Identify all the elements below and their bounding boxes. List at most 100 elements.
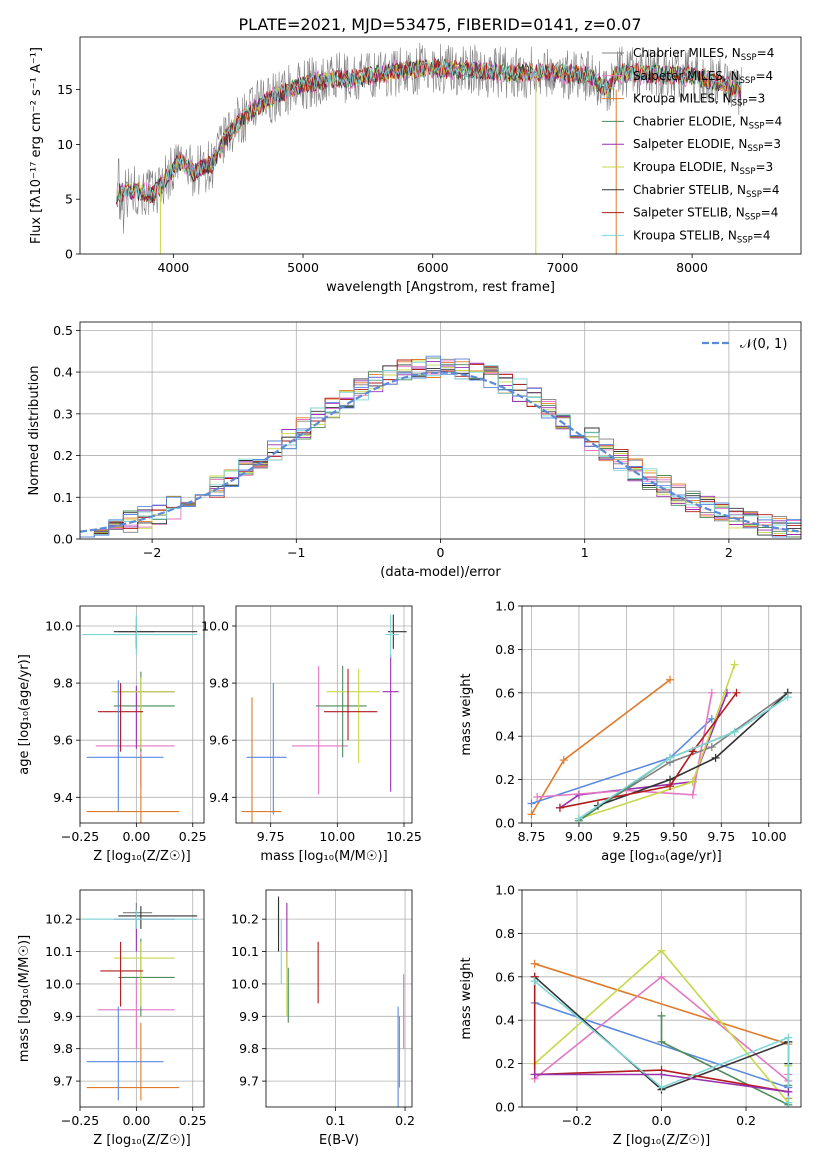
x-tick-label: 0.0	[652, 1113, 672, 1128]
y-tick-label: 0.2	[495, 1056, 515, 1071]
x-tick-label: 6000	[417, 260, 449, 275]
y-tick-label: 0.6	[495, 969, 515, 984]
y-tick-label: 0.0	[53, 532, 73, 547]
data-point-marker	[688, 790, 697, 799]
data-point-marker	[732, 688, 741, 697]
x-tick-label: 4000	[157, 260, 189, 275]
x-axis-label: age [log₁₀(age/yr)]	[601, 849, 722, 864]
plot-area-age-vs-mass	[241, 614, 407, 823]
y-tick-label: 9.9	[239, 1009, 259, 1024]
x-tick-label: 9.75	[707, 829, 735, 844]
x-tick-label: 5000	[287, 260, 319, 275]
x-tick-label: 8000	[676, 260, 708, 275]
legend-entry: Kroupa STELIB, NSSP=4	[633, 228, 771, 245]
data-point-marker	[666, 675, 675, 684]
series-line-salpeter-stelib	[533, 976, 789, 1093]
data-point-marker	[527, 799, 536, 808]
x-tick-label: 0.25	[179, 829, 207, 844]
data-point-marker	[657, 972, 666, 981]
y-tick-label: 0.1	[53, 490, 73, 505]
y-tick-label: 10.1	[231, 944, 259, 959]
legend-entry: Salpeter MILES, NSSP=4	[633, 69, 773, 86]
y-tick-label: 1.0	[495, 883, 515, 898]
data-point-marker	[707, 743, 716, 752]
y-tick-label: 0.8	[495, 926, 515, 941]
y-axis-label: mass weight	[459, 957, 474, 1039]
chart-mass-vs-EBV: 0.1 0.2 9.7 9.8 9.9 10.0 10.1 10.2 E(B-V)	[231, 889, 415, 1148]
x-tick-label: 8.75	[518, 829, 546, 844]
data-point-marker	[666, 782, 675, 791]
figure-title: PLATE=2021, MJD=53475, FIBERID=0141, z=0…	[238, 15, 641, 34]
data-point-marker	[666, 753, 675, 762]
series-line-salpeter-miles	[537, 692, 713, 798]
x-tick-label: 10.00	[751, 829, 787, 844]
plot-area-age-vs-Z	[82, 614, 198, 823]
x-tick-label: 0.1	[326, 1113, 346, 1128]
y-tick-label: 0.3	[53, 406, 73, 421]
axes-frame	[265, 889, 413, 1108]
data-point-marker	[707, 688, 716, 697]
chart-age-vs-mass: 9.75 10.00 10.25 9.4 9.6 9.8 10.0 mass [log₁₀(M…	[201, 605, 422, 864]
x-tick-label: −2	[143, 545, 161, 560]
y-tick-label: 1.0	[495, 599, 515, 614]
y-tick-label: 9.4	[209, 790, 229, 805]
x-tick-label: 2	[725, 545, 733, 560]
x-tick-label: −1	[287, 545, 305, 560]
y-tick-label: 10.0	[231, 976, 259, 991]
series-line-kroupa-miles	[530, 679, 671, 815]
legend-entry: Chabrier STELIB, NSSP=4	[633, 183, 780, 200]
y-axis-label: age [log₁₀(age/yr)]	[17, 654, 32, 775]
data-point-marker	[730, 727, 739, 736]
histogram-blue	[80, 355, 801, 538]
x-axis-label: (data-model)/error	[380, 565, 501, 580]
y-tick-label: 10.2	[45, 912, 73, 927]
chart-weight-vs-Z: −0.2 0.0 0.2 0.0 0.2 0.4 0.6 0.8 1.0 Z [log₁₀(Z/Z…	[459, 883, 802, 1148]
y-tick-label: 0.5	[53, 323, 73, 338]
x-tick-label: 9.00	[565, 829, 593, 844]
x-tick-label: 0.2	[736, 1113, 756, 1128]
x-axis-label: Z [log₁₀(Z/Z☉)]	[613, 1133, 710, 1148]
y-tick-label: 0.0	[495, 816, 515, 831]
plot-area-weight-vs-age	[527, 660, 792, 823]
legend-entry: Chabrier ELODIE, NSSP=4	[633, 114, 782, 131]
series-line-kroupa-stelib	[534, 980, 790, 1103]
y-tick-label: 5	[65, 192, 73, 207]
y-tick-label: 10	[57, 137, 73, 152]
x-tick-label: 10.00	[319, 829, 355, 844]
legend-entry: Kroupa MILES, NSSP=3	[633, 92, 765, 109]
y-tick-label: 9.8	[239, 1041, 259, 1056]
data-point-marker	[730, 660, 739, 669]
x-tick-label: 1	[581, 545, 589, 560]
x-tick-label: 0.00	[122, 829, 150, 844]
x-tick-label: 9.25	[612, 829, 640, 844]
x-tick-label: 10.25	[386, 829, 422, 844]
chart-residuals: −2 −1 0 1 2 0.0 0.1 0.2 0.3 0.4 0.5 (data-model)/er…	[27, 321, 802, 580]
y-tick-label: 9.4	[53, 790, 73, 805]
axes-frame	[521, 605, 802, 824]
plot-area-spectrum	[115, 42, 742, 254]
chart-spectrum: 4000 5000 6000 7000 8000 0 5 10 15 wavelength [An…	[29, 36, 802, 295]
data-point-marker	[657, 1070, 666, 1079]
y-tick-label: 10.0	[201, 618, 229, 633]
y-tick-label: 10.1	[45, 944, 73, 959]
y-tick-label: 9.8	[53, 1041, 73, 1056]
data-point-marker	[559, 756, 568, 765]
data-point-marker	[711, 753, 720, 762]
axes-frame	[79, 889, 205, 1108]
x-tick-label: 0.00	[122, 1113, 150, 1128]
y-tick-label: 9.9	[53, 1009, 73, 1024]
x-axis-label: E(B-V)	[319, 1133, 359, 1148]
x-axis-label: mass [log₁₀(M/M☉)]	[260, 849, 387, 864]
x-tick-label: 0	[437, 545, 445, 560]
y-tick-label: 0.6	[495, 685, 515, 700]
data-point-marker	[657, 1037, 666, 1046]
y-axis-label: Flux [fλ10⁻¹⁷ erg cm⁻² s⁻¹ A⁻¹]	[29, 47, 44, 244]
series-line-kroupa-stelib	[578, 696, 789, 820]
legend-entry: Chabrier MILES, NSSP=4	[633, 46, 774, 63]
data-point-marker	[574, 814, 583, 823]
data-point-marker	[533, 792, 542, 801]
chart-weight-vs-age: 8.75 9.00 9.25 9.50 9.75 10.00 0.0 0.2 0.4 0.6 0.8…	[459, 599, 802, 864]
axes-frame	[521, 889, 802, 1108]
y-tick-label: 10.2	[231, 912, 259, 927]
axes-frame	[79, 36, 802, 255]
